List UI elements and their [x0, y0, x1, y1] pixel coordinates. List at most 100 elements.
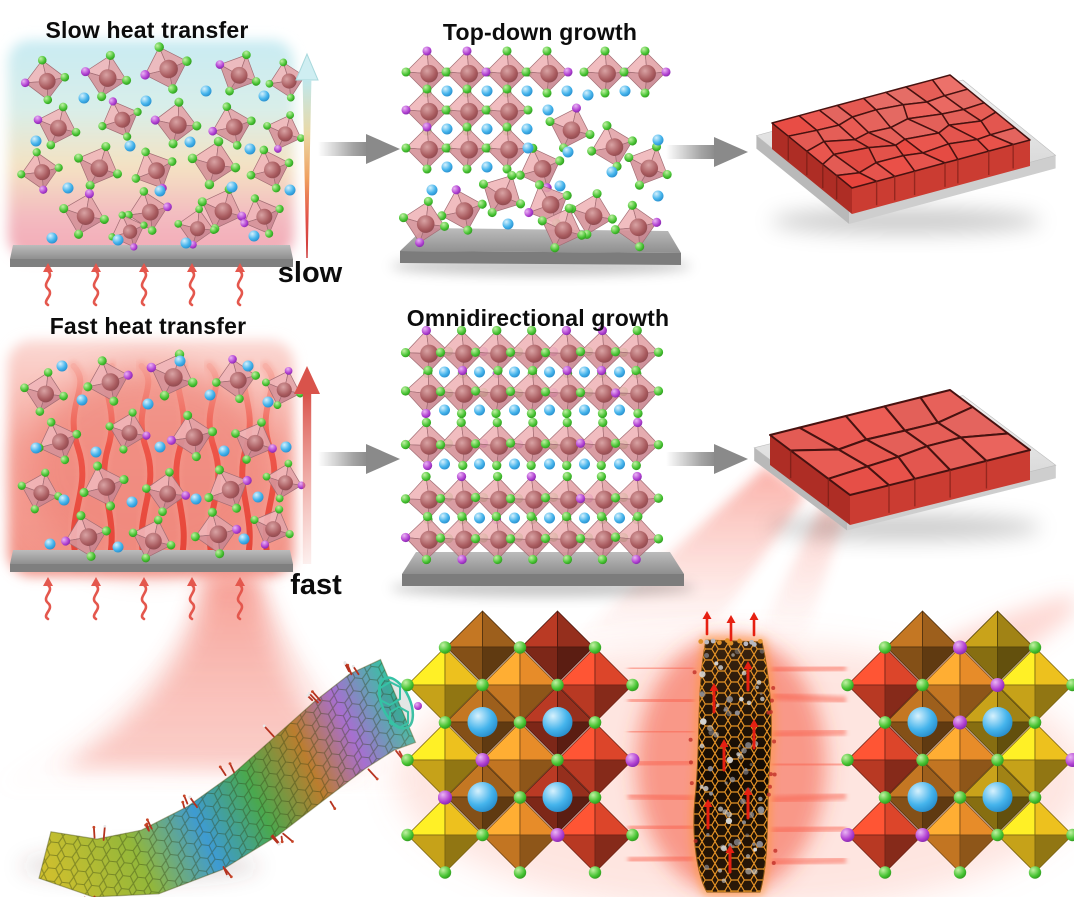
gold-octahedron [997, 797, 1073, 873]
perovskite-octahedron [250, 505, 294, 549]
gold-octahedron [446, 610, 519, 684]
substrate-edge [10, 564, 293, 572]
perovskite-octahedron [575, 365, 629, 419]
vertex-purple [840, 828, 855, 842]
ion-blue [44, 538, 56, 550]
ion-blue [481, 123, 493, 135]
ion-blue [252, 491, 264, 503]
ion-blue [521, 85, 533, 97]
ion-blue [467, 782, 498, 812]
ion-blue [140, 95, 152, 107]
perovskite-octahedron [208, 102, 256, 150]
perovskite-octahedron [401, 122, 453, 174]
ion-blue [509, 458, 520, 470]
ion-blue [258, 90, 270, 102]
ion-blue [614, 458, 625, 470]
ion-blue [184, 136, 196, 148]
ion-blue [142, 398, 154, 410]
perovskite-octahedron [515, 143, 565, 193]
ion-blue [474, 512, 485, 524]
ion-blue [439, 458, 450, 470]
perovskite-octahedron [610, 365, 664, 419]
heat-wave-icon [91, 577, 101, 621]
perovskite-octahedron [619, 46, 671, 98]
perovskite-octahedron [435, 471, 489, 525]
perovskite-octahedron [521, 46, 573, 98]
perovskite-octahedron [131, 147, 177, 193]
ion-blue [561, 85, 573, 97]
ion-blue [78, 92, 90, 104]
ion-blue [522, 142, 534, 154]
top-down-growth-title: Top-down growth [442, 19, 638, 45]
heat-wave-icon [43, 263, 53, 307]
heat-release-arrow-icon [702, 611, 712, 640]
ion-blue [619, 85, 631, 97]
perovskite-octahedron [540, 471, 594, 525]
ion-blue [982, 707, 1013, 737]
perovskite-octahedron [505, 365, 559, 419]
ion-blue [521, 123, 533, 135]
ion-blue [554, 180, 566, 192]
ion-blue [200, 85, 212, 97]
perovskite-octahedron [20, 55, 70, 105]
perovskite-octahedron [610, 511, 664, 565]
vertex-green [991, 828, 1004, 842]
ion-blue [262, 396, 274, 408]
perovskite-octahedron [435, 365, 489, 419]
perovskite-octahedron [478, 170, 526, 218]
vertex-green [916, 753, 929, 767]
perovskite-octahedron [59, 189, 109, 239]
perovskite-octahedron [481, 122, 533, 174]
perovskite-octahedron [190, 507, 242, 559]
ion-blue [112, 234, 124, 246]
fast-heat-title: Fast heat transfer [49, 313, 247, 339]
ion-blue [226, 181, 238, 193]
vertex-green [476, 828, 489, 842]
ion-blue [174, 355, 186, 367]
substrate-edge [10, 259, 293, 267]
process-arrows [294, 52, 748, 564]
perovskite-octahedron [400, 471, 454, 525]
heat-wave-icon [91, 263, 101, 307]
perovskite-octahedron [575, 471, 629, 525]
perovskite-octahedron [263, 111, 305, 153]
perovskite-octahedron [240, 194, 284, 238]
ion-blue [907, 782, 938, 812]
perovskite-octahedron [20, 368, 68, 416]
heat-wave-icon [235, 263, 245, 307]
ion-blue [544, 512, 555, 524]
vertex-purple [625, 753, 640, 767]
perovskite-octahedron [540, 365, 594, 419]
vertex-green [841, 678, 854, 692]
ion-blue [439, 366, 450, 378]
perovskite-octahedron [98, 97, 142, 141]
vertex-green [878, 866, 892, 879]
ion-blue [190, 493, 202, 505]
perovskite-octahedron [17, 468, 63, 514]
vertex-green [878, 641, 892, 654]
ion-blue [46, 232, 58, 244]
vertex-green [953, 866, 967, 879]
perovskite-octahedron [215, 50, 261, 96]
vertex-purple [438, 790, 452, 805]
vertex-green [513, 791, 527, 804]
perovskite-octahedron [105, 408, 151, 454]
perovskite-octahedron [174, 205, 218, 249]
gold-octahedron [557, 647, 633, 723]
flow-arrow-icon [318, 134, 400, 164]
heat-release-arrow-icon [749, 719, 759, 754]
ion-blue [502, 218, 514, 230]
perovskite-octahedron [610, 200, 662, 252]
gold-octahedron [557, 797, 633, 873]
ion-blue [284, 184, 296, 196]
perovskite-octahedron [624, 142, 672, 190]
vertex-green [513, 866, 527, 879]
perovskite-octahedron [61, 511, 111, 561]
gold-octahedron [847, 797, 923, 873]
ion-blue [238, 533, 250, 545]
perovskite-octahedron [140, 42, 192, 94]
vertex-green [588, 641, 602, 654]
glowing-cnt-column [688, 611, 778, 896]
ion-blue [426, 184, 438, 196]
perovskite-octahedron [435, 325, 489, 379]
